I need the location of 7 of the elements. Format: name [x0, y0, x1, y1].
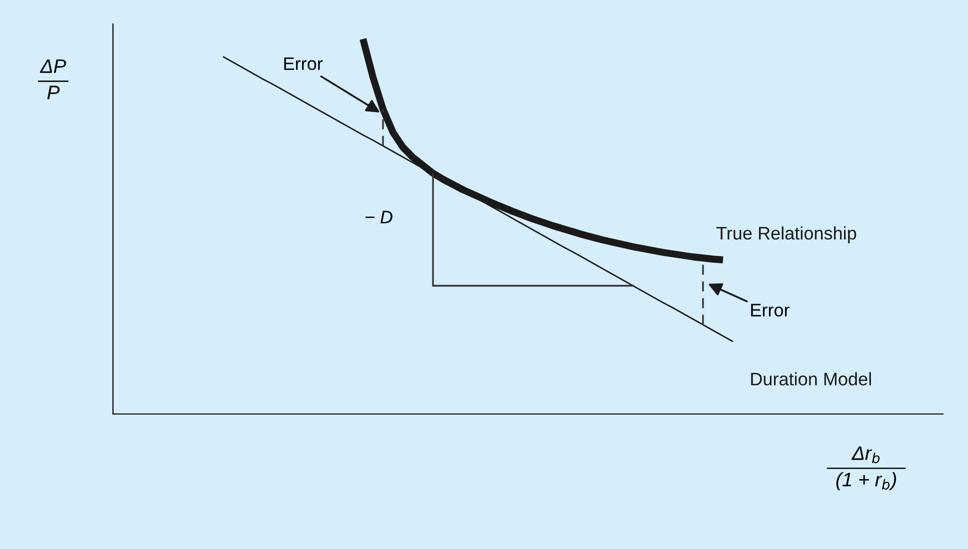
annotation: Error [284, 57, 323, 70]
series-label: Duration Model [751, 372, 871, 386]
annotation: − D [366, 210, 392, 224]
x-axis-title: Δr$_{b}$ (1 + r$_{b}$) [836, 446, 896, 490]
series-label: True Relationship [716, 226, 856, 244]
annotation: Error [751, 304, 790, 316]
y-axis-title: ΔP P [40, 59, 66, 100]
